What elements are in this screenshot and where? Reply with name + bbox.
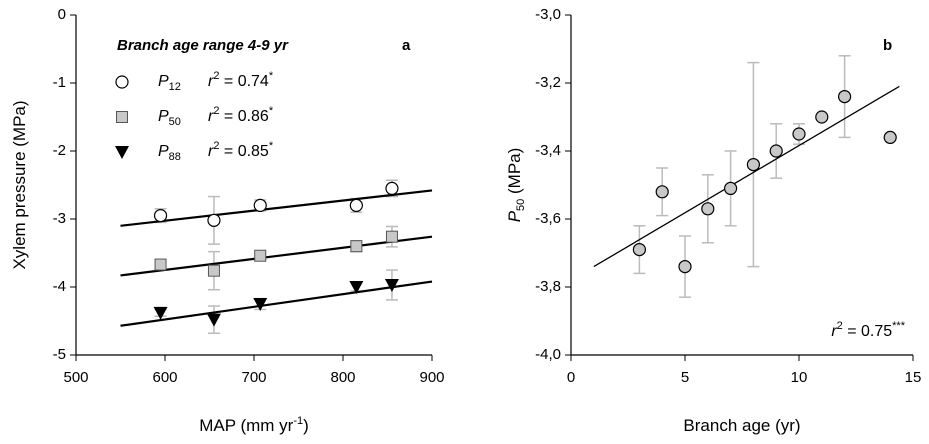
legend-label: P88	[158, 143, 181, 163]
point	[207, 213, 221, 227]
legend-label-part: P	[158, 143, 169, 160]
point	[837, 89, 852, 104]
y-tick-label: -2	[53, 142, 66, 159]
legend-r2-part: 2	[213, 140, 219, 152]
annotation: r2 = 0.75***	[831, 320, 905, 340]
y-axis-label: Xylem pressure (MPa)	[10, 100, 29, 269]
y-tick-label: -3,8	[535, 278, 561, 295]
y-tick-label: 0	[58, 6, 66, 23]
y-axis-label: P50 (MPa)	[505, 148, 526, 223]
legend-r2: r2 = 0.85*	[208, 140, 274, 160]
point	[746, 158, 761, 172]
point	[253, 198, 267, 212]
legend-r2-part: 2	[213, 70, 219, 82]
y-tick-label: -5	[53, 346, 66, 363]
legend-r2-part: *	[269, 105, 274, 117]
point	[206, 313, 221, 327]
legend-label-part: 50	[169, 116, 181, 128]
point	[154, 258, 167, 271]
annotation-part: r	[831, 323, 837, 340]
legend-label: P12	[158, 73, 181, 93]
x-tick-label: 800	[330, 369, 355, 386]
point	[253, 298, 268, 311]
annotation-part: 2	[837, 320, 843, 332]
x-axis-label-part: )	[303, 416, 309, 435]
legend-r2-part: = 0.74	[219, 73, 268, 90]
y-tick-label: -3,6	[535, 210, 561, 227]
fit-line	[120, 280, 433, 327]
x-tick-label: 15	[905, 369, 922, 386]
legend-marker	[116, 111, 128, 123]
point	[632, 243, 647, 257]
point	[349, 281, 364, 294]
legend-label-part: P	[158, 108, 169, 125]
y-tick-label: -1	[53, 74, 66, 91]
point	[385, 230, 398, 243]
point	[350, 240, 363, 253]
legend-r2-part: 2	[213, 105, 219, 117]
point	[678, 260, 692, 274]
legend-r2-part: r	[208, 108, 214, 125]
point	[207, 264, 220, 277]
y-axis-label-part: (MPa)	[505, 148, 524, 199]
legend-r2-part: = 0.86	[219, 108, 268, 125]
legend-r2-part: r	[208, 73, 214, 90]
point	[153, 209, 168, 223]
y-tick-label: -3	[53, 210, 66, 227]
x-axis-label: Branch age (yr)	[683, 416, 800, 435]
point	[769, 144, 783, 158]
panel-label: a	[402, 37, 411, 54]
legend-r2-part: r	[208, 143, 214, 160]
legend-label-part: 12	[169, 81, 181, 93]
point	[723, 181, 738, 195]
y-tick-label: -3,2	[535, 74, 561, 91]
x-tick-label: 600	[152, 369, 177, 386]
legend-r2-part: *	[269, 140, 274, 152]
point	[349, 198, 363, 212]
x-tick-label: 0	[567, 369, 575, 386]
point	[883, 130, 897, 144]
point	[385, 181, 399, 195]
y-tick-label: -3,0	[535, 6, 561, 23]
y-axis-label-part: Xylem pressure (MPa)	[10, 100, 29, 269]
point	[792, 127, 806, 141]
x-tick-label: 900	[419, 369, 444, 386]
point	[254, 249, 267, 262]
legend-marker	[115, 75, 129, 89]
annotation-part: = 0.75	[843, 323, 892, 340]
x-tick-label: 10	[791, 369, 808, 386]
legend-r2: r2 = 0.74*	[208, 70, 274, 90]
x-axis-label-part: -1	[293, 415, 303, 427]
fit-line	[120, 189, 433, 227]
fit-line	[593, 85, 900, 268]
y-tick-label: -4,0	[535, 346, 561, 363]
legend-label: P50	[158, 108, 181, 128]
point	[384, 278, 399, 292]
point	[815, 110, 829, 124]
y-tick-label: -4	[53, 278, 66, 295]
point	[153, 306, 168, 320]
y-tick-label: -3,4	[535, 142, 561, 159]
x-axis-label-part: MAP (mm yr	[199, 416, 293, 435]
legend-label-part: 88	[169, 151, 181, 163]
legend-r2-part: *	[269, 70, 274, 82]
annotation-part: ***	[892, 320, 906, 332]
fit-line	[120, 235, 433, 277]
x-axis-label: MAP (mm yr-1)	[199, 415, 309, 436]
legend-r2-part: = 0.85	[219, 143, 268, 160]
x-axis-label-part: Branch age (yr)	[683, 416, 800, 435]
y-axis-label-part: 50	[515, 199, 527, 211]
panel-label: b	[883, 37, 892, 54]
point	[655, 185, 669, 199]
x-tick-label: 700	[241, 369, 266, 386]
y-axis-label-part: P	[505, 210, 524, 222]
x-tick-label: 5	[681, 369, 689, 386]
point	[701, 202, 715, 216]
legend-r2: r2 = 0.86*	[208, 105, 274, 125]
x-tick-label: 500	[63, 369, 88, 386]
annotation: Branch age range 4-9 yr	[117, 37, 289, 54]
legend-marker	[115, 146, 129, 159]
legend-label-part: P	[158, 73, 169, 90]
